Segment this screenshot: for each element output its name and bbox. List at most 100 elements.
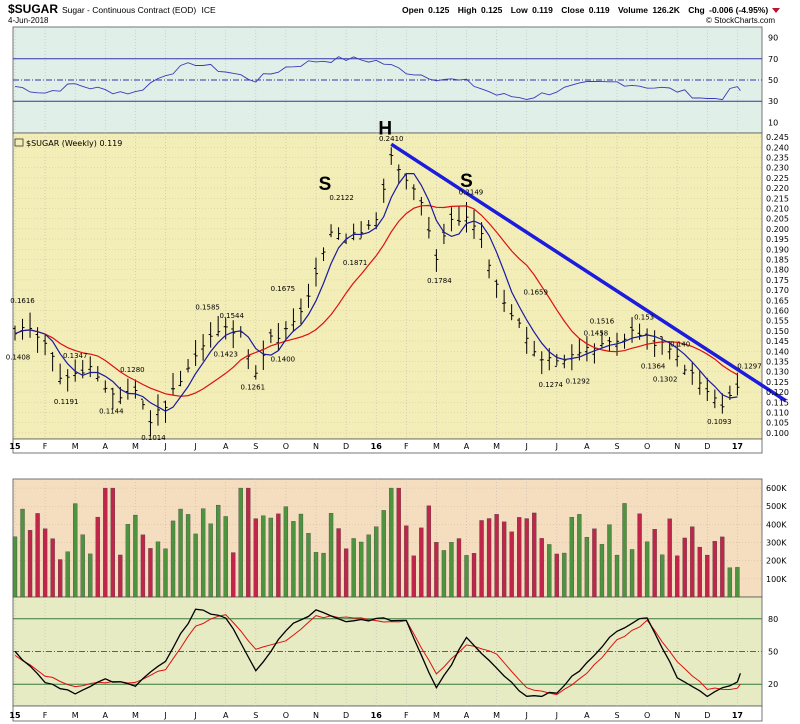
ohlc-readout: Open 0.125 High 0.125 Low 0.119 Close 0.… xyxy=(402,5,768,15)
volume-bar xyxy=(622,503,627,598)
volume-bar xyxy=(50,538,55,598)
price-point-label: 0.1659 xyxy=(523,288,548,296)
x-tick-label: A xyxy=(464,711,470,720)
volume-bar xyxy=(667,518,672,598)
volume-bar xyxy=(231,552,236,598)
x-axis-strip-bottom xyxy=(12,705,763,722)
volume-bar xyxy=(374,526,379,598)
price-y-tick: 0.200 xyxy=(766,225,789,234)
x-tick-label: M xyxy=(132,442,139,451)
volume-bar xyxy=(486,518,492,598)
volume-bar xyxy=(35,513,40,598)
x-tick-label: 17 xyxy=(732,711,743,720)
price-point-label: 0.1408 xyxy=(6,354,31,362)
x-tick-label: J xyxy=(193,442,196,451)
close-value: 0.119 xyxy=(589,5,610,15)
price-point-label: 0.1871 xyxy=(343,259,368,267)
volume-bar xyxy=(584,537,590,598)
price-panel xyxy=(12,132,763,440)
price-y-tick: 0.100 xyxy=(766,429,789,438)
volume-bar xyxy=(58,559,63,598)
axis-labels: 15 15 F F M M A A M M J J J J A A S S O O N N D D 16 16 F F M M A A M M J J… xyxy=(9,34,788,720)
volume-bar xyxy=(644,541,650,598)
x-tick-label: S xyxy=(614,442,619,451)
price-point-label: 0.1144 xyxy=(99,408,124,416)
rsi-y-tick: 30 xyxy=(768,97,778,106)
x-tick-label: A xyxy=(464,442,470,451)
volume-bar xyxy=(434,542,439,598)
volume-bar xyxy=(163,548,168,598)
rsi-line xyxy=(14,56,741,101)
price-legend: $SUGAR (Weekly) 0.119 xyxy=(14,138,122,148)
volume-bar xyxy=(238,487,243,598)
price-point-label: 0.1297 xyxy=(737,362,762,370)
price-layer: 0.1616 0.1408 0.1347 0.1191 0.1280 0.1144 0.10… xyxy=(6,119,787,442)
volume-y-tick: 300K xyxy=(766,539,787,548)
volume-bar xyxy=(539,538,544,598)
price-y-tick: 0.205 xyxy=(766,215,789,224)
volume-bar xyxy=(419,527,424,598)
volume-bar xyxy=(200,508,206,598)
chart-description-text: Sugar - Continuous Contract (EOD) xyxy=(62,5,196,15)
price-point-label: 0.1347 xyxy=(63,352,88,360)
volume-bar xyxy=(321,552,326,598)
volume-bar xyxy=(547,544,552,598)
volume-bar xyxy=(532,512,537,598)
volume-bar xyxy=(148,548,153,598)
open-value: 0.125 xyxy=(428,5,450,15)
price-y-tick: 0.165 xyxy=(766,296,789,305)
volume-bar xyxy=(720,536,725,598)
x-tick-label: N xyxy=(313,711,319,720)
x-axis-strip-top xyxy=(12,438,763,454)
x-tick-label: F xyxy=(43,711,48,720)
fast-moving-average xyxy=(14,173,738,412)
price-legend-label: $SUGAR (Weekly) 0.119 xyxy=(26,139,122,148)
price-point-label: 0.1516 xyxy=(590,318,615,326)
price-y-tick: 0.110 xyxy=(766,408,789,417)
watermark: © StockCharts.com xyxy=(706,16,775,25)
x-tick-label: J xyxy=(193,711,196,720)
x-tick-label: A xyxy=(584,442,590,451)
low-label: Low xyxy=(511,5,528,15)
high-label: High xyxy=(458,5,477,15)
price-y-tick: 0.230 xyxy=(766,164,789,173)
price-y-tick: 0.130 xyxy=(766,368,789,377)
volume-bar xyxy=(660,554,665,598)
volume-bar xyxy=(735,567,740,598)
x-tick-label: M xyxy=(132,711,139,720)
price-point-label: 0.1423 xyxy=(213,351,238,359)
low-value: 0.119 xyxy=(532,5,553,15)
stoch-y-tick: 50 xyxy=(768,648,778,657)
legend-swatch-icon xyxy=(14,138,24,147)
rsi-y-tick: 10 xyxy=(768,118,778,127)
price-y-tick: 0.245 xyxy=(766,133,789,142)
price-y-tick: 0.120 xyxy=(766,388,789,397)
price-y-tick: 0.135 xyxy=(766,357,789,366)
rsi-y-tick: 90 xyxy=(768,34,778,43)
x-tick-label: 15 xyxy=(9,442,21,451)
x-tick-label: M xyxy=(493,711,500,720)
volume-bar xyxy=(517,517,522,598)
price-y-tick: 0.140 xyxy=(766,347,789,356)
stoch-k-line xyxy=(14,608,742,698)
x-tick-label: N xyxy=(313,442,319,451)
volume-bar xyxy=(140,534,146,598)
x-tick-label: A xyxy=(103,711,109,720)
volume-bar xyxy=(246,487,251,598)
price-point-label: 0.1191 xyxy=(54,398,79,406)
volume-bar xyxy=(358,541,364,598)
x-tick-label: A xyxy=(223,442,229,451)
volume-bar xyxy=(65,551,70,598)
volume-bar xyxy=(216,504,221,598)
price-y-tick: 0.190 xyxy=(766,245,789,254)
volume-bar xyxy=(20,508,25,598)
pattern-label: S xyxy=(460,171,473,192)
pattern-label: H xyxy=(378,119,392,140)
volume-bar xyxy=(291,521,296,598)
volume-bar xyxy=(178,508,183,598)
volume-bar xyxy=(328,513,334,598)
x-tick-label: N xyxy=(674,711,680,720)
volume-bar xyxy=(12,536,18,598)
x-tick-label: M xyxy=(433,711,440,720)
x-tick-label: M xyxy=(433,442,440,451)
